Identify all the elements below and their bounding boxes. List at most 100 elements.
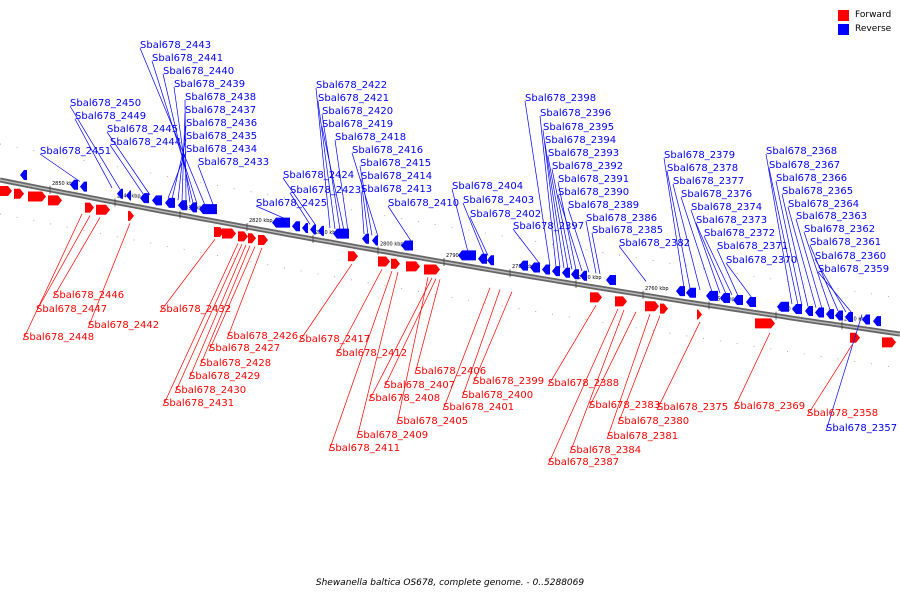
reverse-gene-label: Sbal678_2439	[174, 79, 245, 90]
forward-gene-label: Sbal678_2429	[189, 371, 260, 382]
gene-leader-line	[795, 218, 823, 309]
gene-leader-line	[544, 142, 565, 269]
reverse-gene-arrow	[478, 253, 487, 264]
reverse-gene-label: Sbal678_2391	[558, 174, 629, 185]
reverse-gene-label: Sbal678_2368	[766, 146, 837, 157]
reverse-gene-label: Sbal678_2385	[592, 225, 663, 236]
reverse-gene-label: Sbal678_2424	[283, 170, 354, 181]
reverse-gene-label: Sbal678_2372	[704, 228, 775, 239]
forward-gene-label: Sbal678_2369	[734, 401, 805, 412]
reverse-gene-label: Sbal678_2362	[804, 224, 875, 235]
reverse-gene-arrow	[292, 221, 300, 232]
gene-leader-line	[289, 192, 311, 225]
reverse-gene-arrow	[199, 204, 217, 215]
reverse-gene-arrow	[152, 195, 162, 206]
reverse-gene-label: Sbal678_2440	[163, 66, 234, 77]
reverse-gene-label: Sbal678_2371	[717, 241, 788, 252]
reverse-gene-arrow	[458, 250, 476, 261]
gene-leader-line	[174, 243, 243, 394]
forward-gene-arrow	[0, 186, 12, 196]
gene-leader-line	[542, 129, 561, 268]
forward-gene-label: Sbal678_2358	[807, 408, 878, 419]
gene-leader-line	[512, 228, 541, 265]
reverse-gene-arrow	[333, 228, 349, 239]
gene-leader-line	[226, 247, 263, 340]
reverse-gene-label: Sbal678_2438	[185, 92, 256, 103]
reverse-gene-arrow	[845, 311, 853, 322]
forward-gene-label: Sbal678_2448	[23, 332, 94, 343]
reverse-gene-label: Sbal678_2422	[316, 80, 387, 91]
axis-tick-label: 2820 kbp	[249, 218, 273, 224]
forward-gene-label: Sbal678_2387	[548, 457, 619, 468]
reverse-gene-arrow	[676, 286, 685, 297]
gene-leader-line	[22, 213, 83, 341]
gene-leader-line	[656, 321, 701, 411]
reverse-gene-arrow	[862, 314, 870, 325]
reverse-gene-arrow	[178, 200, 187, 211]
reverse-gene-label: Sbal678_2392	[552, 161, 623, 172]
reverse-gene-label: Sbal678_2397	[513, 221, 584, 232]
forward-gene-arrow	[882, 337, 896, 348]
reverse-gene-arrow	[562, 267, 570, 278]
forward-gene-arrow	[406, 261, 420, 272]
reverse-gene-label: Sbal678_2363	[796, 211, 867, 222]
reverse-gene-arrow	[835, 310, 843, 321]
reverse-gene-arrow	[318, 225, 324, 236]
reverse-gene-arrow	[117, 188, 123, 199]
reverse-gene-label: Sbal678_2444	[110, 137, 181, 148]
forward-gene-label: Sbal678_2427	[209, 343, 280, 354]
gene-leader-line	[39, 153, 81, 182]
reverse-gene-arrow	[873, 316, 881, 327]
reverse-gene-label: Sbal678_2377	[673, 176, 744, 187]
reverse-gene-label: Sbal678_2359	[818, 264, 889, 275]
reverse-gene-arrow	[686, 287, 696, 298]
reverse-gene-arrow	[165, 197, 175, 208]
gene-leader-line	[817, 271, 853, 314]
forward-gene-arrow	[348, 251, 358, 262]
legend: Forward Reverse	[838, 8, 891, 36]
gene-leader-line	[557, 181, 577, 271]
reverse-gene-label: Sbal678_2374	[691, 202, 762, 213]
gene-leader-line	[606, 313, 651, 440]
reverse-gene-label: Sbal678_2423	[290, 185, 361, 196]
gene-leader-line	[524, 100, 551, 266]
reverse-gene-arrow	[487, 255, 494, 266]
gene-leader-line	[585, 220, 597, 274]
reverse-gene-label: Sbal678_2443	[140, 40, 211, 51]
gene-leader-line	[87, 223, 131, 329]
forward-gene-arrow	[258, 235, 268, 246]
forward-gene-label: Sbal678_2383	[589, 400, 660, 411]
gene-leader-line	[806, 344, 853, 417]
forward-gene-label: Sbal678_2430	[175, 385, 246, 396]
gene-leader-line	[188, 244, 247, 380]
gene-leader-line	[52, 217, 101, 299]
reverse-gene-label: Sbal678_2390	[558, 187, 629, 198]
forward-gene-arrow	[697, 309, 702, 320]
legend-item-forward: Forward	[838, 8, 891, 22]
gene-leader-line	[197, 164, 215, 208]
gene-leader-line	[557, 194, 583, 272]
reverse-gene-label: Sbal678_2365	[782, 186, 853, 197]
forward-gene-label: Sbal678_2405	[397, 416, 468, 427]
gene-leader-line	[317, 100, 336, 229]
gene-leader-line	[768, 167, 799, 306]
forward-gene-label: Sbal678_2426	[227, 331, 298, 342]
gene-leader-line	[356, 271, 399, 439]
reverse-gene-label: Sbal678_2393	[548, 148, 619, 159]
gene-leader-line	[359, 165, 373, 236]
reverse-gene-arrow	[777, 301, 789, 312]
forward-gene-arrow	[48, 195, 62, 206]
reverse-gene-arrow	[542, 264, 550, 275]
reverse-gene-label: Sbal678_2373	[696, 215, 767, 226]
reverse-gene-label: Sbal678_2445	[107, 124, 178, 135]
reverse-gene-label: Sbal678_2382	[619, 238, 690, 249]
forward-gene-label: Sbal678_2399	[473, 376, 544, 387]
legend-item-reverse: Reverse	[838, 22, 891, 36]
forward-gene-label: Sbal678_2380	[618, 416, 689, 427]
reverse-gene-arrow	[805, 306, 813, 317]
gene-leader-line	[551, 168, 573, 270]
gene-leader-line	[690, 209, 721, 294]
gene-leader-line	[569, 309, 625, 454]
reverse-gene-label: Sbal678_2360	[815, 251, 886, 262]
